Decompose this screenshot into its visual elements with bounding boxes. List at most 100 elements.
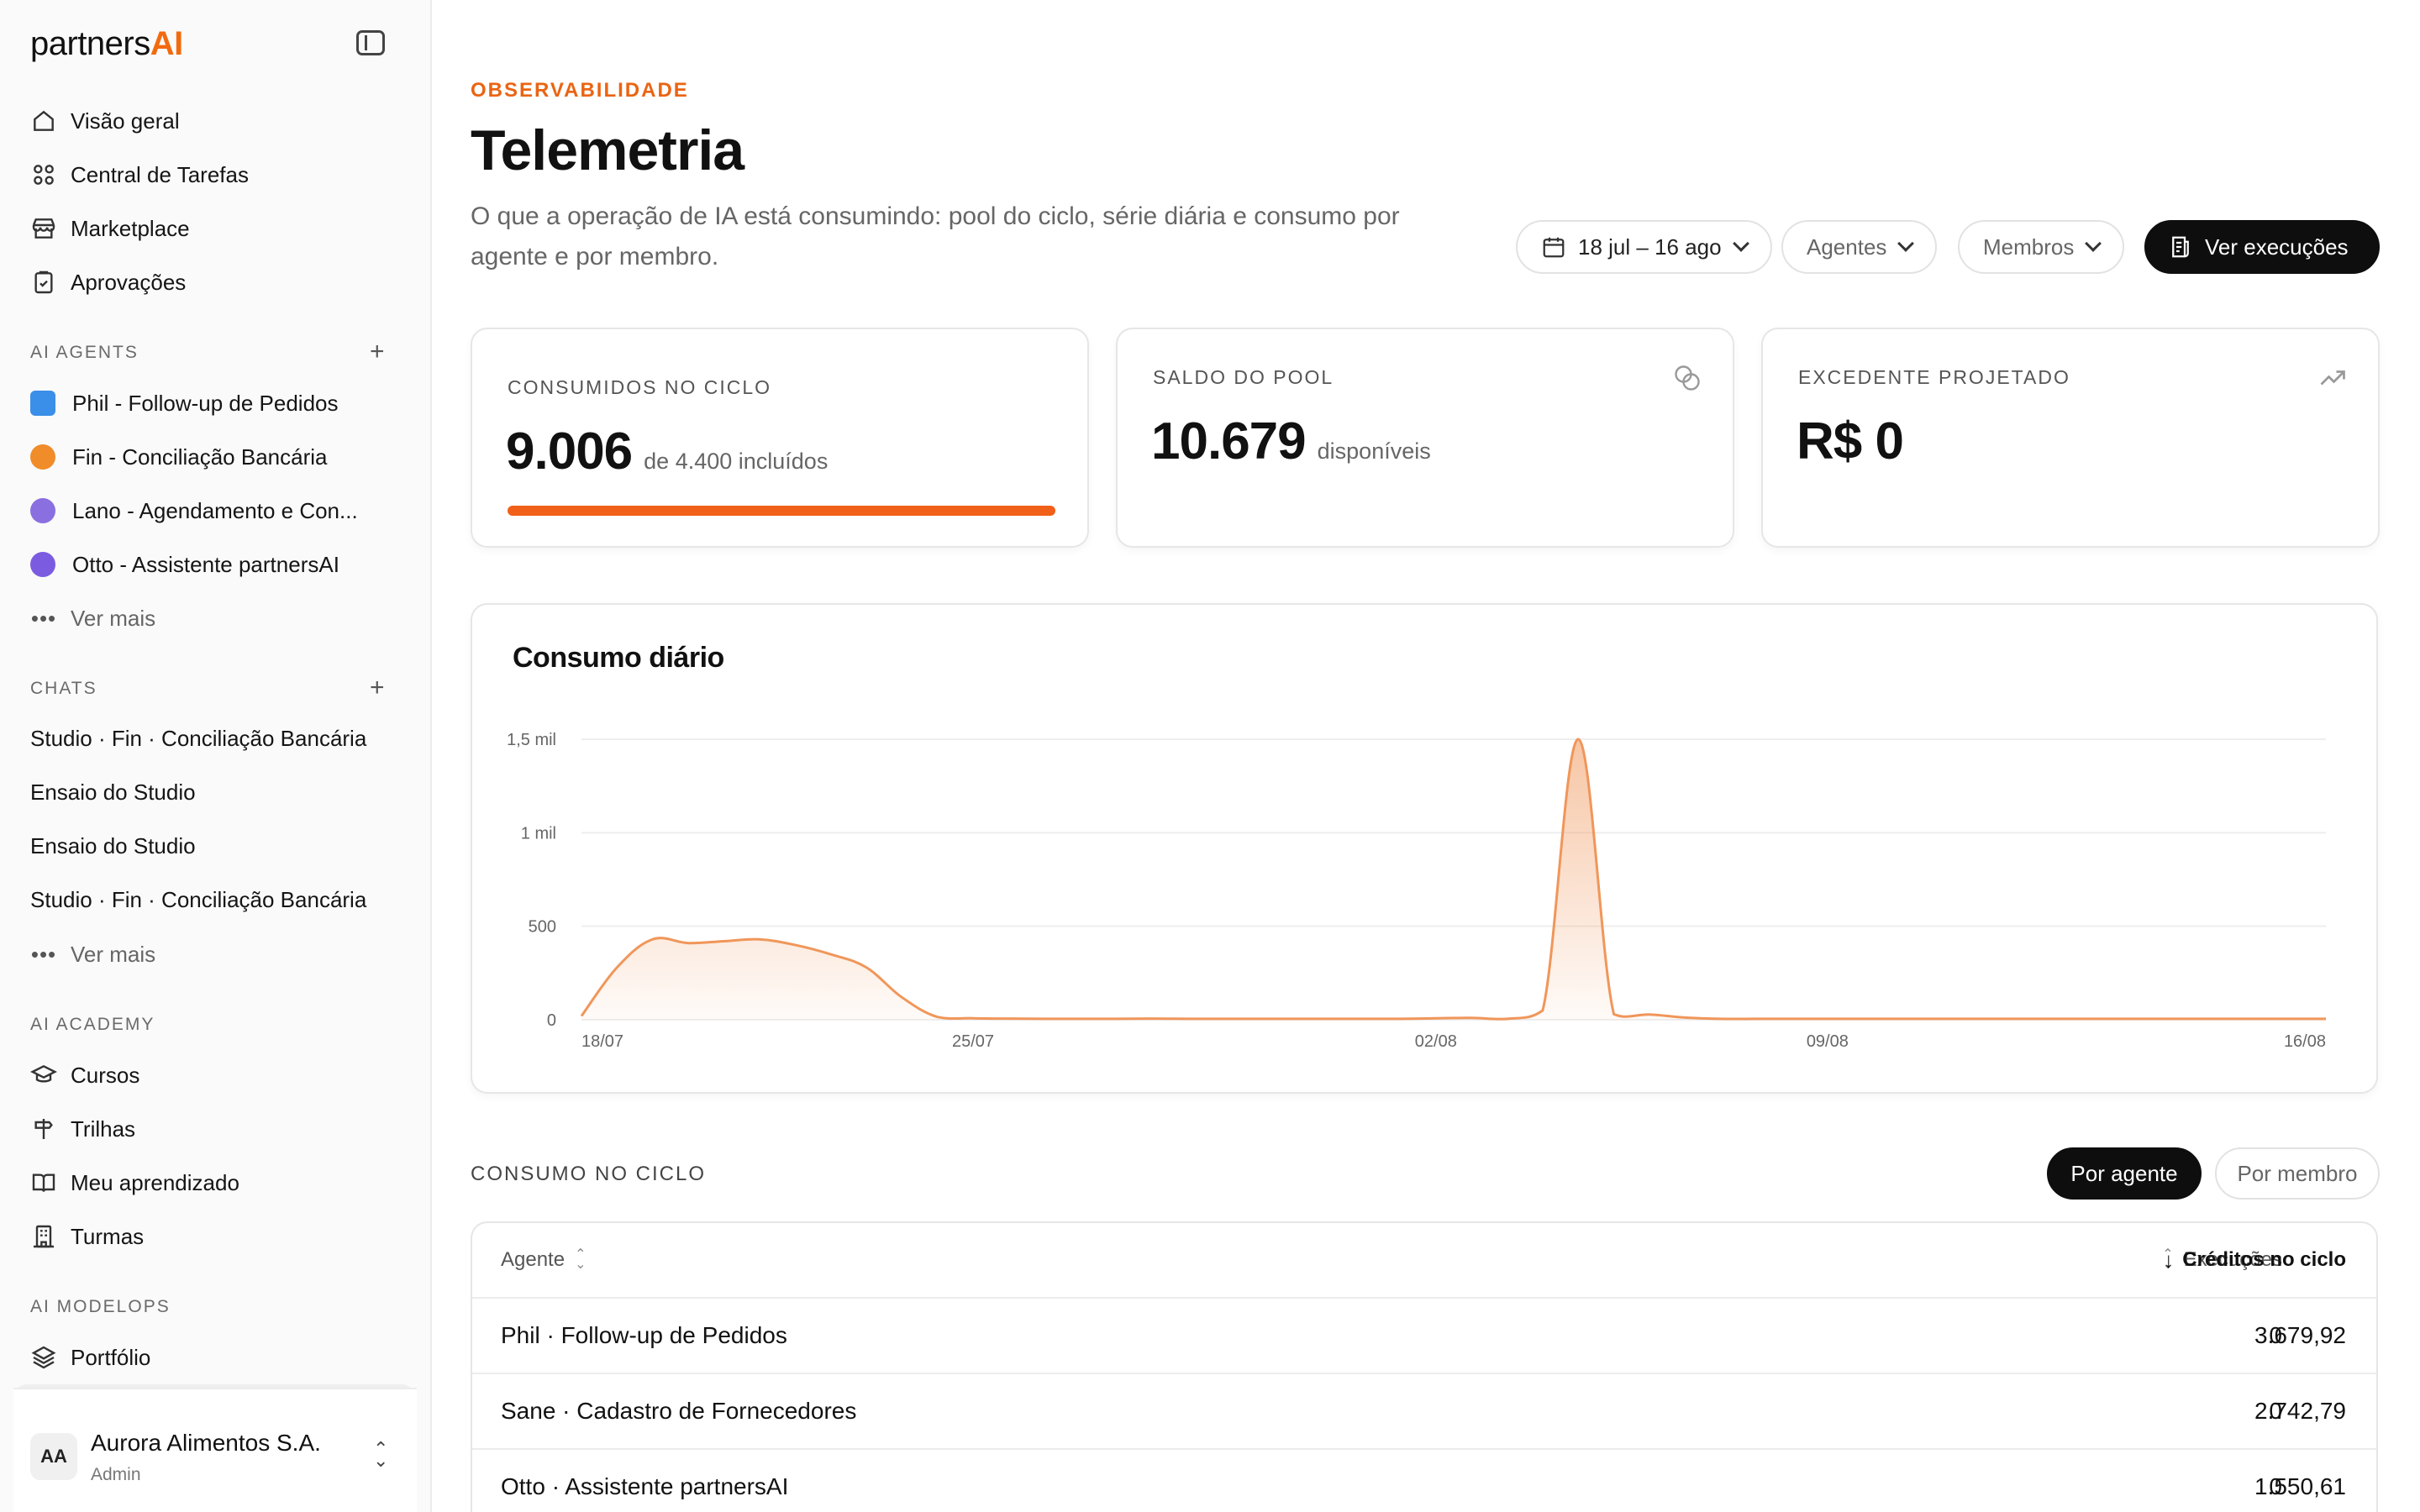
column-header-label: Créditos no ciclo bbox=[2182, 1248, 2346, 1271]
sidebar-agent-lano[interactable]: Lano - Agendamento e Con... bbox=[30, 489, 358, 533]
agent-avatar-icon bbox=[30, 391, 55, 416]
kpi-sub: de 4.400 incluídos bbox=[644, 449, 829, 474]
table-row[interactable]: Phil · Follow-up de Pedidos 0 3.679,92 bbox=[472, 1297, 2376, 1373]
chat-item[interactable]: Ensaio do Studio bbox=[30, 833, 196, 858]
sidebar-item-label: Ver mais bbox=[71, 941, 156, 967]
sidebar-item-courses[interactable]: Cursos bbox=[30, 1053, 139, 1097]
x-tick-label: 02/08 bbox=[1415, 1032, 1457, 1051]
sidebar-item-label: Marketplace bbox=[71, 215, 190, 241]
sidebar-item-tracks[interactable]: Trilhas bbox=[30, 1107, 135, 1151]
kpi-label: EXCEDENTE PROJETADO bbox=[1798, 366, 2070, 388]
table-row[interactable]: Otto · Assistente partnersAI 0 1.550,61 bbox=[472, 1448, 2376, 1512]
chart-title: Consumo diário bbox=[513, 642, 724, 674]
sidebar-item-portfolio[interactable]: Portfólio bbox=[30, 1336, 150, 1379]
column-header-agent[interactable]: Agente ⌃ ⌄ bbox=[501, 1223, 586, 1297]
kpi-value: 10.679 bbox=[1151, 412, 1307, 470]
chevron-down-icon bbox=[1897, 235, 1915, 252]
sidebar-item-label: Cursos bbox=[71, 1062, 140, 1088]
sidebar-item-label: Turmas bbox=[71, 1223, 145, 1249]
column-header-label: Execuções bbox=[2183, 1248, 2282, 1271]
brand-logo[interactable]: partnersAI bbox=[30, 25, 183, 63]
layers-icon bbox=[30, 1344, 57, 1371]
cell-executions: 0 bbox=[2269, 1322, 2282, 1348]
sidebar-item-label: Ver mais bbox=[71, 605, 156, 631]
kpi-value-row: 9.006 de 4.400 incluídos bbox=[506, 422, 828, 481]
kpi-label: CONSUMIDOS NO CICLO bbox=[508, 376, 772, 398]
y-tick-label: 0 bbox=[547, 1011, 556, 1030]
sort-icon: ⌃ ⌄ bbox=[575, 1247, 587, 1272]
column-header-label: Agente bbox=[501, 1248, 566, 1271]
sidebar-item-learning[interactable]: Meu aprendizado bbox=[30, 1161, 239, 1205]
sidebar: partnersAI Visão geral Central de Tarefa… bbox=[0, 0, 432, 1512]
store-icon bbox=[30, 215, 57, 242]
kpi-value: R$ 0 bbox=[1797, 412, 1904, 470]
sidebar-item-tasks[interactable]: Central de Tarefas bbox=[30, 153, 249, 197]
sidebar-agents-more[interactable]: ••• Ver mais bbox=[30, 596, 155, 640]
receipt-icon bbox=[2168, 234, 2193, 260]
sidebar-item-classes[interactable]: Turmas bbox=[30, 1215, 144, 1258]
agent-avatar-icon bbox=[30, 498, 55, 523]
sidebar-item-label: Meu aprendizado bbox=[71, 1169, 239, 1195]
sidebar-agent-phil[interactable]: Phil - Follow-up de Pedidos bbox=[30, 381, 339, 425]
sidebar-item-label: Portfólio bbox=[71, 1344, 151, 1370]
add-chat-icon[interactable]: + bbox=[370, 674, 385, 701]
add-agent-icon[interactable]: + bbox=[370, 338, 385, 365]
chat-item[interactable]: Studio · Fin · Conciliação Bancária bbox=[30, 726, 367, 751]
sidebar-agent-otto[interactable]: Otto - Assistente partnersAI bbox=[30, 543, 339, 586]
sidebar-collapse-icon[interactable] bbox=[356, 30, 385, 55]
sidebar-item-overview[interactable]: Visão geral bbox=[30, 99, 180, 143]
kpi-card-overage: EXCEDENTE PROJETADO R$ 0 bbox=[1761, 328, 2380, 548]
cell-executions: 0 bbox=[2269, 1473, 2282, 1499]
sidebar-chats-more[interactable]: ••• Ver mais bbox=[30, 932, 155, 976]
kpi-value-row: 10.679 disponíveis bbox=[1151, 412, 1431, 471]
sort-icon: ⌃ ⌄ bbox=[2162, 1247, 2174, 1272]
agent-avatar-icon bbox=[30, 444, 55, 470]
date-range-filter[interactable]: 18 jul – 16 ago bbox=[1516, 220, 1772, 274]
section-label-academy: AI ACADEMY bbox=[30, 1015, 155, 1034]
toggle-by-member[interactable]: Por membro bbox=[2215, 1147, 2380, 1200]
brand-prefix: partners bbox=[30, 25, 150, 62]
sidebar-item-label: Fin - Conciliação Bancária bbox=[72, 444, 328, 470]
graduation-cap-icon bbox=[30, 1062, 57, 1089]
sidebar-item-approvals[interactable]: Aprovações bbox=[30, 260, 186, 304]
view-executions-label: Ver execuções bbox=[2205, 234, 2349, 260]
x-tick-label: 25/07 bbox=[952, 1032, 994, 1051]
members-filter[interactable]: Membros bbox=[1958, 220, 2125, 274]
column-header-credits[interactable]: ↓ Créditos no ciclo bbox=[1506, 1223, 2346, 1297]
brand-suffix: AI bbox=[150, 25, 184, 62]
signpost-icon bbox=[30, 1116, 57, 1142]
cell-agent: Otto · Assistente partnersAI bbox=[501, 1473, 789, 1499]
agents-filter[interactable]: Agentes bbox=[1781, 220, 1938, 274]
chat-item[interactable]: Studio · Fin · Conciliação Bancária bbox=[30, 887, 367, 912]
trending-up-icon bbox=[2320, 370, 2345, 386]
toggle-by-agent[interactable]: Por agente bbox=[2047, 1147, 2202, 1200]
y-tick-label: 1 mil bbox=[521, 824, 556, 843]
kpi-value: 9.006 bbox=[506, 423, 633, 480]
sidebar-item-label: Central de Tarefas bbox=[71, 161, 249, 187]
org-role: Admin bbox=[91, 1465, 141, 1484]
chevron-up-down-icon[interactable]: ⌃ ⌄ bbox=[373, 1438, 389, 1471]
column-header-executions[interactable]: ⌃ ⌄ Execuções bbox=[1677, 1223, 2282, 1297]
x-tick-label: 09/08 bbox=[1807, 1032, 1849, 1051]
sidebar-item-marketplace[interactable]: Marketplace bbox=[30, 207, 190, 250]
cell-agent: Sane · Cadastro de Fornecedores bbox=[501, 1398, 857, 1424]
kpi-card-pool: SALDO DO POOL 10.679 disponíveis bbox=[1116, 328, 1734, 548]
home-icon bbox=[30, 108, 57, 134]
sidebar-item-label: Aprovações bbox=[71, 269, 187, 295]
chevron-down-icon bbox=[1732, 235, 1749, 252]
section-label-agents: AI AGENTS bbox=[30, 343, 139, 362]
chat-item[interactable]: Ensaio do Studio bbox=[30, 780, 196, 805]
y-tick-label: 500 bbox=[529, 918, 556, 937]
table-row[interactable]: Sane · Cadastro de Fornecedores 0 2.742,… bbox=[472, 1373, 2376, 1448]
consumption-section-title: CONSUMO NO CICLO bbox=[471, 1163, 707, 1185]
chart-canvas: 0 500 1 mil 1,5 mil 18/07 25/07 02/08 09/08 16/0… bbox=[507, 731, 2326, 1051]
sidebar-item-label: Phil - Follow-up de Pedidos bbox=[72, 390, 339, 416]
section-label-modelops: AI MODELOPS bbox=[30, 1297, 171, 1316]
clipboard-check-icon bbox=[30, 269, 57, 296]
org-switcher[interactable] bbox=[13, 1388, 417, 1512]
view-executions-button[interactable]: Ver execuções bbox=[2144, 220, 2380, 274]
consumption-progress-bar bbox=[508, 506, 1055, 516]
daily-consumption-chart: Consumo diário 0 500 1 mil 1,5 mil 18/07 25/0… bbox=[471, 603, 2378, 1094]
org-avatar: AA bbox=[30, 1433, 77, 1480]
sidebar-agent-fin[interactable]: Fin - Conciliação Bancária bbox=[30, 435, 327, 479]
